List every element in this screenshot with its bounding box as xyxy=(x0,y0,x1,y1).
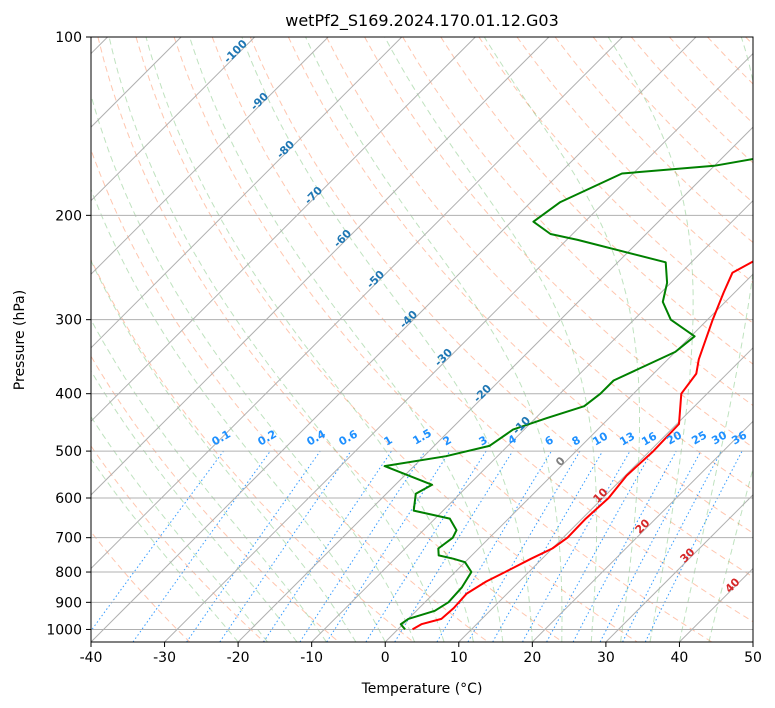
moist-adiabat-line xyxy=(708,466,753,642)
dry-adiabat-line xyxy=(91,355,340,642)
isotherm-line xyxy=(91,37,550,496)
isotherm-line xyxy=(531,420,753,642)
isotherm-line xyxy=(311,199,753,642)
dry-adiabat-line xyxy=(402,37,753,407)
dry-adiabat-line xyxy=(249,37,753,578)
x-tick-label: 0 xyxy=(381,650,390,666)
mixing-ratio-line xyxy=(299,450,426,642)
y-tick-label: 500 xyxy=(55,444,82,460)
isotherm-line xyxy=(384,273,753,642)
moist-adiabat-line xyxy=(91,188,386,642)
x-tick-label: -20 xyxy=(227,650,250,666)
isotherm-line xyxy=(91,37,697,642)
dry-adiabat-line xyxy=(211,37,753,623)
isotherm-line xyxy=(605,494,753,642)
x-tick-label: -30 xyxy=(153,650,176,666)
isotherm-line xyxy=(458,347,753,642)
moist-adiabat-line xyxy=(91,259,357,642)
dry-adiabat-line xyxy=(91,445,265,642)
y-tick-label: 700 xyxy=(55,531,82,547)
dry-adiabat-line xyxy=(478,37,753,324)
moist-adiabat-line xyxy=(91,415,268,642)
mixing-ratio-line xyxy=(132,450,271,642)
moist-adiabat-line xyxy=(145,37,474,642)
isotherm-line xyxy=(91,37,476,423)
moist-adiabat-line xyxy=(189,37,504,642)
x-tick-label: 20 xyxy=(523,650,541,666)
moist-adiabat-line xyxy=(305,37,563,642)
dry-adiabat-line xyxy=(440,37,753,365)
x-tick-label: 40 xyxy=(671,650,689,666)
y-tick-label: 100 xyxy=(55,30,82,46)
x-tick-label: -10 xyxy=(300,650,323,666)
moist-adiabat-line xyxy=(678,37,753,642)
mixing-ratio-line xyxy=(91,450,224,632)
temperature-line xyxy=(411,260,753,631)
mixing-ratio-line xyxy=(219,450,352,642)
moist-adiabat-line xyxy=(108,37,445,642)
isotherm-line xyxy=(237,126,753,642)
x-tick-label: 50 xyxy=(744,650,762,666)
mixing-ratio-line xyxy=(644,450,743,642)
isotherm-line xyxy=(91,37,256,202)
moist-adiabat-line xyxy=(607,37,694,642)
moist-adiabat-line xyxy=(91,369,298,642)
mixing-ratio-line xyxy=(326,450,451,642)
y-tick-label: 1000 xyxy=(46,622,82,638)
moist-adiabat-line xyxy=(384,37,598,642)
y-tick-label: 600 xyxy=(55,491,82,507)
dry-adiabat-line xyxy=(135,37,638,642)
y-tick-label: 200 xyxy=(55,208,82,224)
isotherm-line xyxy=(91,37,329,275)
y-tick-label: 400 xyxy=(55,387,82,403)
moist-adiabat-line xyxy=(91,318,327,642)
dry-adiabat-line xyxy=(97,37,563,642)
dry-adiabat-line xyxy=(91,148,489,642)
mixing-ratio-line xyxy=(522,450,631,642)
isotherm-line xyxy=(91,37,623,570)
moist-adiabat-line xyxy=(241,37,533,642)
y-tick-label: 900 xyxy=(55,595,82,611)
x-tick-label: 10 xyxy=(450,650,468,666)
dry-adiabat-line xyxy=(173,37,713,642)
mixing-ratio-line xyxy=(186,450,321,642)
dewpoint-line xyxy=(383,157,753,631)
chart-title: wetPf2_S169.2024.170.01.12.G03 xyxy=(285,11,559,31)
plot-frame xyxy=(90,36,754,643)
mixing-ratio-line xyxy=(546,450,653,642)
x-axis-label: Temperature (°C) xyxy=(361,681,483,697)
mixing-ratio-line xyxy=(263,450,392,642)
isotherm-line xyxy=(164,52,753,642)
x-tick-label: -40 xyxy=(80,650,103,666)
isotherm-line xyxy=(91,37,403,349)
moist-adiabat-line xyxy=(483,37,640,642)
x-tick-label: 30 xyxy=(597,650,615,666)
mixing-ratio-line xyxy=(572,450,677,642)
moist-adiabat-line xyxy=(91,458,239,642)
y-axis-label: Pressure (hPa) xyxy=(12,290,28,390)
y-tick-label: 300 xyxy=(55,313,82,329)
dry-adiabat-line xyxy=(326,37,753,491)
y-tick-label: 800 xyxy=(55,565,82,581)
mixing-ratio-line xyxy=(394,450,514,642)
